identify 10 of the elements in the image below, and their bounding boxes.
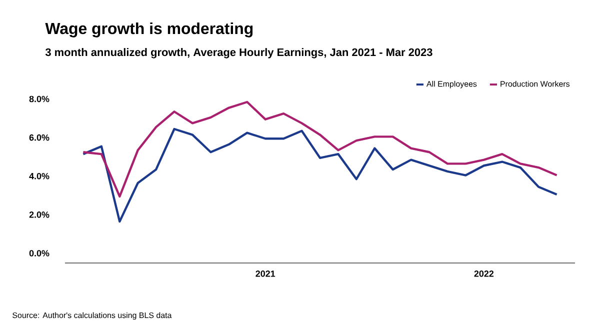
y-tick-label: 8.0%: [29, 96, 50, 102]
y-tick-label: 2.0%: [29, 212, 50, 218]
line-series: [82, 100, 558, 198]
x-tick-label: 2021: [256, 270, 276, 277]
chart-subtitle: 3 month annualized growth, Average Hourly Earnings, Jan 2021 - Mar 2023: [45, 48, 432, 58]
y-tick-label: 0.0%: [29, 250, 50, 256]
x-tick-label: 2022: [474, 270, 494, 277]
y-tick-label: 4.0%: [29, 172, 50, 180]
chart-title: Wage growth is moderating: [45, 22, 253, 38]
y-tick-label: 6.0%: [29, 134, 50, 141]
